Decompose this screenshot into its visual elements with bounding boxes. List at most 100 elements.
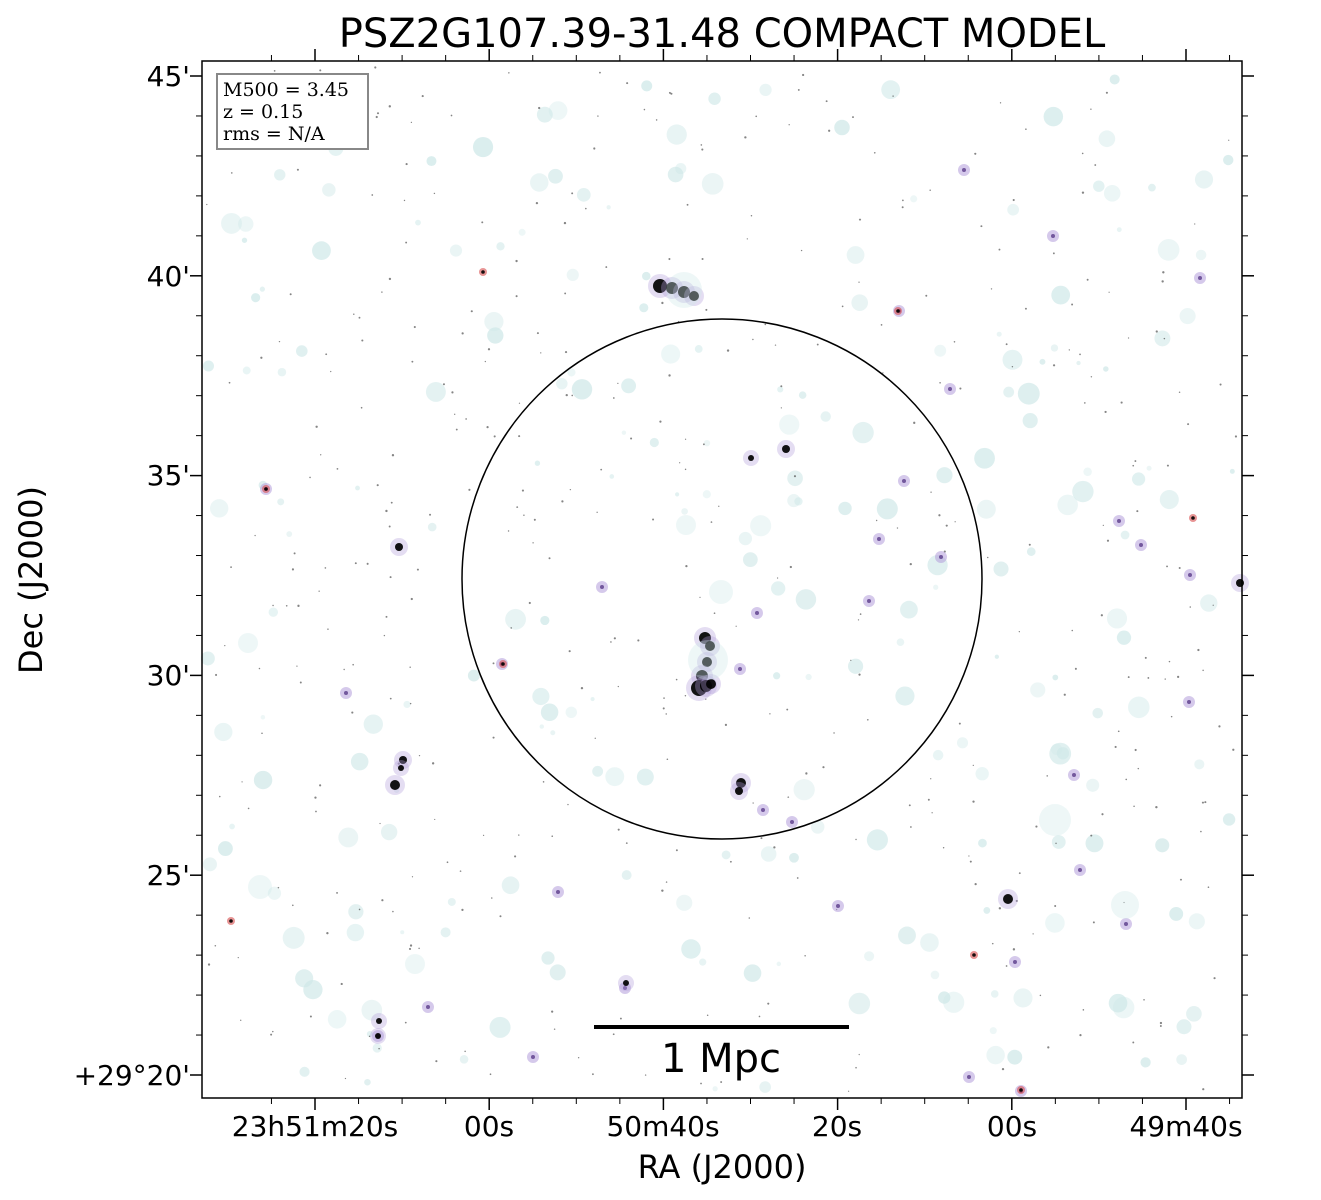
- diffuse-source: [743, 964, 762, 982]
- diffuse-source: [592, 765, 604, 777]
- purple-source-core: [1188, 573, 1192, 577]
- noise-speck: [724, 723, 728, 727]
- noise-speck: [278, 340, 281, 343]
- noise-speck: [1197, 648, 1200, 652]
- noise-speck: [383, 634, 386, 637]
- diffuse-source: [539, 724, 544, 729]
- diffuse-source: [447, 897, 456, 906]
- noise-speck: [487, 348, 491, 351]
- diffuse-source: [1003, 386, 1015, 398]
- diffuse-source: [1195, 249, 1207, 261]
- info-box: M500 = 3.45 z = 0.15 rms = N/A: [216, 73, 369, 150]
- noise-speck: [1055, 842, 1057, 845]
- extended-halo: [688, 640, 728, 680]
- noise-speck: [224, 644, 226, 647]
- noise-speck: [999, 102, 1002, 104]
- noise-speck: [930, 491, 932, 493]
- diffuse-source: [518, 228, 526, 236]
- diffuse-source: [1026, 547, 1036, 556]
- diffuse-source: [530, 173, 549, 192]
- noise-speck: [729, 860, 732, 863]
- noise-speck: [913, 421, 916, 424]
- bright-source-core: [696, 670, 708, 682]
- diffuse-source: [427, 522, 437, 532]
- noise-speck: [416, 568, 419, 571]
- noise-speck: [577, 1057, 580, 1059]
- noise-speck: [998, 248, 1001, 251]
- noise-speck: [702, 443, 705, 446]
- diffuse-source: [864, 951, 875, 962]
- diffuse-source: [661, 344, 681, 364]
- noise-speck: [374, 66, 377, 69]
- diffuse-source: [1083, 467, 1092, 477]
- bright-source-core: [706, 679, 716, 689]
- noise-speck: [969, 860, 972, 863]
- diffuse-source: [975, 767, 989, 781]
- noise-speck: [700, 1082, 702, 1085]
- diffuse-source: [364, 1078, 371, 1086]
- noise-speck: [750, 215, 753, 217]
- info-rms: rms = N/A: [223, 123, 325, 145]
- noise-speck: [319, 784, 322, 787]
- noise-speck: [499, 915, 502, 918]
- noise-speck: [468, 488, 471, 491]
- noise-speck: [644, 1074, 647, 1076]
- x-tick-label: 00s: [464, 1110, 514, 1143]
- noise-speck: [760, 837, 763, 840]
- noise-speck: [1090, 376, 1093, 378]
- noise-speck: [405, 163, 408, 166]
- noise-speck: [273, 70, 276, 72]
- diffuse-source: [639, 303, 649, 313]
- noise-speck: [626, 82, 629, 85]
- noise-speck: [705, 698, 707, 700]
- diffuse-source: [777, 386, 784, 393]
- diffuse-source: [993, 561, 1009, 577]
- noise-speck: [418, 754, 421, 757]
- diffuse-source: [938, 991, 951, 1004]
- noise-speck: [596, 511, 598, 513]
- noise-speck: [571, 394, 574, 397]
- noise-speck: [470, 310, 473, 313]
- noise-speck: [1102, 524, 1104, 527]
- noise-speck: [409, 944, 413, 947]
- noise-speck: [929, 189, 931, 191]
- noise-speck: [258, 667, 261, 670]
- noise-speck: [1204, 801, 1207, 804]
- diffuse-source: [805, 673, 812, 681]
- noise-speck: [207, 963, 211, 966]
- noise-speck: [713, 612, 716, 615]
- noise-speck: [1125, 778, 1128, 781]
- noise-speck: [567, 803, 569, 806]
- diffuse-source: [1176, 1019, 1192, 1035]
- noise-speck: [371, 194, 374, 196]
- noise-speck: [625, 842, 628, 844]
- diffuse-source: [541, 951, 555, 965]
- diffuse-source: [675, 492, 680, 497]
- diffuse-source: [721, 850, 731, 860]
- noise-speck: [1011, 366, 1014, 368]
- axis-ticks: [190, 49, 1254, 1110]
- diffuse-source: [1194, 759, 1205, 770]
- extended-halo: [248, 875, 272, 899]
- diffuse-source: [779, 414, 800, 435]
- noise-speck: [484, 360, 487, 363]
- noise-speck: [686, 203, 689, 206]
- noise-speck: [804, 954, 806, 957]
- noise-speck: [340, 982, 343, 986]
- diffuse-source: [681, 508, 688, 515]
- noise-speck: [272, 604, 274, 607]
- noise-speck: [451, 391, 454, 394]
- noise-speck: [291, 568, 295, 571]
- diffuse-source: [1039, 358, 1046, 365]
- diffuse-source: [1050, 344, 1059, 352]
- diffuse-source: [267, 886, 282, 900]
- diffuse-source: [708, 92, 721, 105]
- diffuse-source: [676, 894, 693, 911]
- noise-speck: [326, 932, 329, 935]
- diffuse-source: [820, 411, 831, 422]
- diffuse-source: [1103, 366, 1109, 372]
- noise-speck: [450, 114, 453, 117]
- scalebar-label: 1 Mpc: [661, 1036, 781, 1082]
- noise-speck: [230, 172, 233, 174]
- y-tick-label: 25': [147, 859, 190, 892]
